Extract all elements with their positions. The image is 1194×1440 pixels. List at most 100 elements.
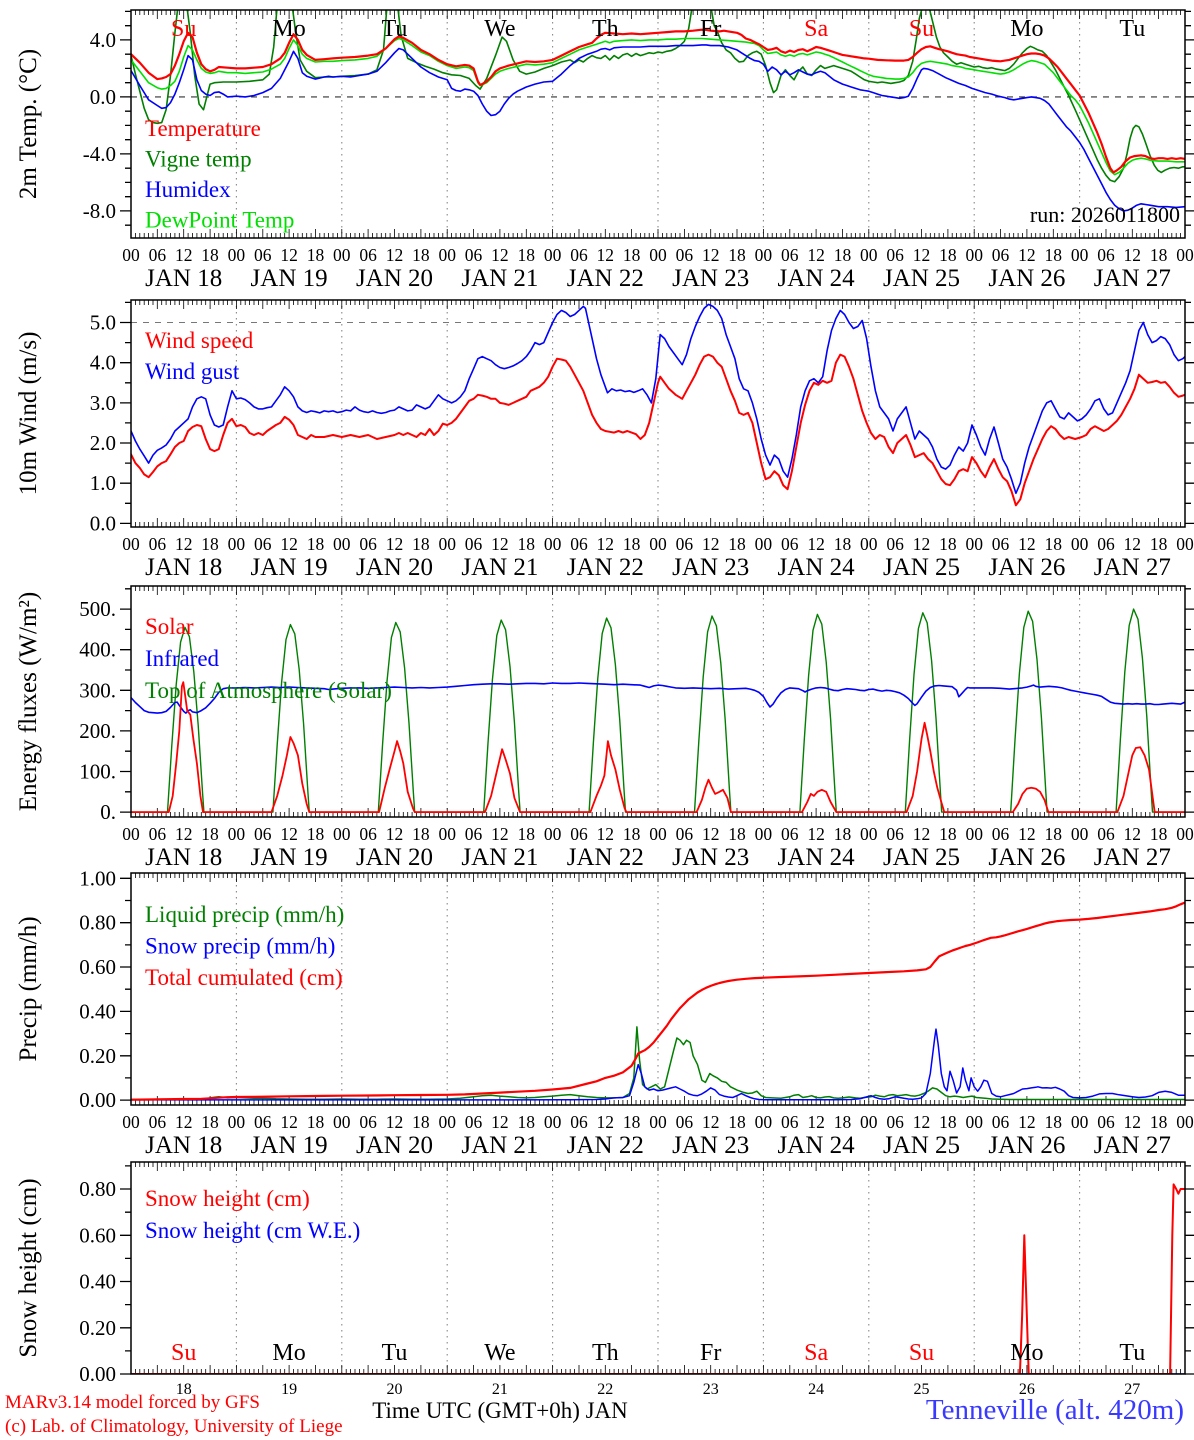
x-hour-label: 18 — [1150, 534, 1168, 554]
x-hour-label: 00 — [228, 534, 246, 554]
x-day-label: JAN 18 — [145, 554, 222, 581]
y-tick-label: 300. — [79, 678, 116, 702]
x-hour-label: 06 — [886, 245, 904, 265]
x-hour-label: 00 — [333, 1112, 351, 1132]
x-hour-label: 12 — [1124, 245, 1142, 265]
x-hour-label: 12 — [1124, 824, 1142, 844]
x-day-label: JAN 25 — [883, 554, 960, 581]
x-hour-label: 06 — [149, 824, 167, 844]
x-day-label: JAN 21 — [461, 1132, 538, 1159]
x-hour-label: 18 — [939, 824, 957, 844]
y-tick-label: 100. — [79, 760, 116, 784]
series-snow-precip — [131, 1028, 1185, 1101]
x-hour-label: 18 — [834, 1112, 852, 1132]
x-hour-label: 00 — [122, 245, 140, 265]
legend-temperature: Temperature — [145, 116, 261, 141]
x-day-label: JAN 27 — [1094, 554, 1171, 581]
x-hour-label: 12 — [913, 1112, 931, 1132]
series-snow-height — [131, 1183, 1185, 1374]
panel-border — [130, 1161, 1186, 1375]
legend-wind-speed: Wind speed — [145, 328, 254, 353]
y-tick-label: 0.0 — [90, 511, 116, 535]
x-hour-label: 12 — [491, 824, 509, 844]
x-hour-label: 00 — [122, 1112, 140, 1132]
x-hour-label: 18 — [728, 824, 746, 844]
x-daynum-label: 19 — [281, 1381, 297, 1398]
x-hour-label: 00 — [755, 1112, 773, 1132]
x-day-label: JAN 23 — [672, 554, 749, 581]
x-hour-label: 00 — [1071, 1112, 1089, 1132]
y-tick-label: 400. — [79, 638, 116, 662]
x-day-label: JAN 20 — [356, 554, 433, 581]
x-hour-label: 00 — [860, 245, 878, 265]
y-ticks — [120, 301, 1194, 525]
x-hour-label: 06 — [781, 824, 799, 844]
series-dewpoint-temp — [131, 37, 1185, 176]
x-hour-label: 06 — [886, 824, 904, 844]
x-hour-label: 18 — [1045, 534, 1063, 554]
x-hour-label: 06 — [676, 534, 694, 554]
legend-dewpoint-temp: DewPoint Temp — [145, 208, 294, 233]
weekday-label: Su — [909, 16, 934, 42]
x-hour-label: 18 — [623, 824, 641, 844]
day-gridlines — [235, 1162, 1081, 1374]
x-hour-label: 06 — [359, 1112, 377, 1132]
x-day-label: JAN 26 — [988, 265, 1065, 292]
x-hour-label: 18 — [1045, 245, 1063, 265]
x-daynum-label: 26 — [1019, 1381, 1035, 1398]
panel-precip: 1.00 0.80 0.60 0.40 0.20 0.00 Precip (mm/h) Liq… — [15, 866, 1194, 1159]
day-gridlines — [235, 10, 1081, 238]
x-hour-label: 00 — [649, 245, 667, 265]
panel-energy: 500. 400. 300. 200. 100. 0. Energy fluxes (W/m… — [15, 585, 1194, 871]
legend-humidex: Humidex — [145, 177, 231, 202]
x-hour-label: 06 — [254, 534, 272, 554]
x-hour-label: 12 — [1124, 1112, 1142, 1132]
panel-wind: 5.0 4.0 3.0 2.0 1.0 0.0 10m Wind (m/s) Wind gus… — [15, 299, 1194, 581]
y-tick-label: 0.80 — [79, 1177, 116, 1201]
weekday-label: Mo — [1010, 16, 1043, 42]
y-axis-title-wind: 10m Wind (m/s) — [15, 332, 42, 496]
x-day-label: JAN 23 — [672, 265, 749, 292]
weekday-label: Mo — [1010, 1340, 1043, 1366]
x-hour-label: 18 — [623, 534, 641, 554]
x-hour-label: 06 — [886, 534, 904, 554]
x-hour-label: 12 — [807, 245, 825, 265]
x-hour-label: 06 — [570, 824, 588, 844]
x-hour-label: 00 — [122, 534, 140, 554]
x-hour-label: 06 — [149, 534, 167, 554]
legend-solar: Solar — [145, 614, 194, 639]
x-day-label: JAN 18 — [145, 265, 222, 292]
legend-total-cumulated: Total cumulated (cm) — [145, 965, 343, 990]
x-hour-label: 12 — [702, 534, 720, 554]
y-tick-label: 0.80 — [79, 911, 116, 935]
x-hour-label: 12 — [702, 245, 720, 265]
x-hour-label: 18 — [1150, 245, 1168, 265]
x-hour-label: 12 — [702, 1112, 720, 1132]
weekday-label: Fr — [700, 16, 721, 42]
x-hour-label: 18 — [1150, 824, 1168, 844]
x-day-label: JAN 23 — [672, 844, 749, 871]
x-day-label: JAN 24 — [778, 844, 856, 871]
weekday-label: Fr — [700, 1340, 721, 1366]
x-hour-label: 00 — [1176, 245, 1194, 265]
x-hour-label: 12 — [807, 534, 825, 554]
x-hour-label: 00 — [755, 534, 773, 554]
panel-border — [130, 9, 1186, 239]
x-hour-label: 18 — [201, 1112, 219, 1132]
y-ticks — [120, 877, 1194, 1101]
weekday-label: Th — [592, 1340, 619, 1366]
x-hour-label: 00 — [755, 824, 773, 844]
x-hour-label: 00 — [965, 534, 983, 554]
x-hour-label: 18 — [1045, 1112, 1063, 1132]
weekday-label: Su — [171, 1340, 196, 1366]
x-daynum-label: 21 — [492, 1381, 508, 1398]
x-day-label: JAN 24 — [778, 265, 856, 292]
x-hour-label: 06 — [676, 824, 694, 844]
x-day-label: JAN 22 — [567, 844, 644, 871]
x-hour-label: 12 — [280, 245, 298, 265]
x-hour-label: 18 — [518, 1112, 536, 1132]
x-day-label: JAN 22 — [567, 1132, 644, 1159]
y-tick-label: 0.40 — [79, 999, 116, 1023]
x-day-label: JAN 19 — [251, 1132, 328, 1159]
